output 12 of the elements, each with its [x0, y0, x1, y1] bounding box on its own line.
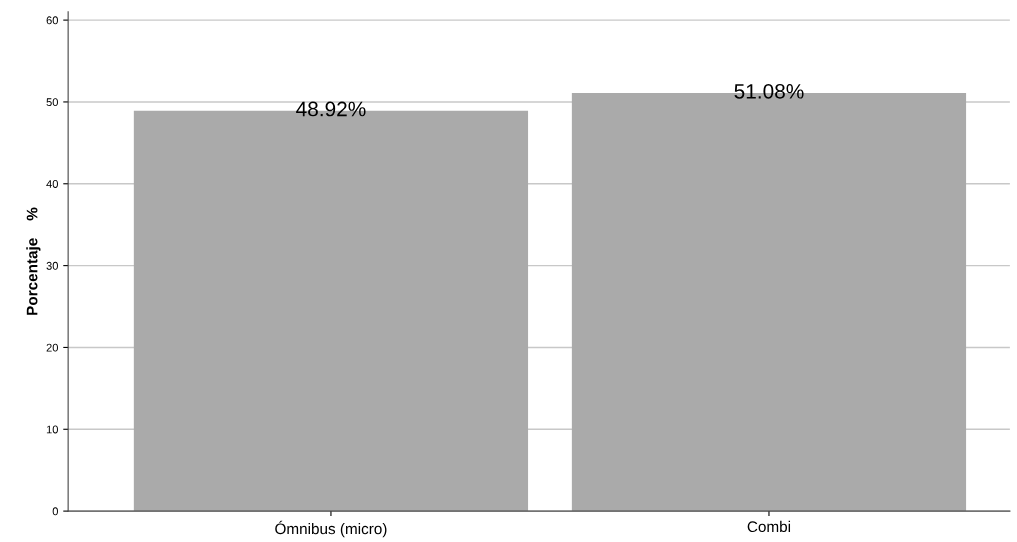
- y-tick-label: 40: [46, 180, 58, 188]
- y-tick-label: 20: [46, 343, 58, 352]
- y-tick-label: 50: [46, 98, 58, 107]
- data-label: 48.92%: [296, 101, 366, 117]
- data-label: 51.08%: [734, 83, 804, 99]
- y-tick-label: 0: [52, 507, 58, 516]
- y-tick-label: 60: [46, 16, 58, 25]
- y-tick-label: 10: [46, 425, 58, 434]
- x-tick-label: Ómnibus (micro): [275, 520, 387, 538]
- x-tick-label: Combi: [747, 520, 791, 533]
- y-axis-title: Porcentaje %: [26, 207, 41, 315]
- y-tick-label: 30: [46, 261, 58, 270]
